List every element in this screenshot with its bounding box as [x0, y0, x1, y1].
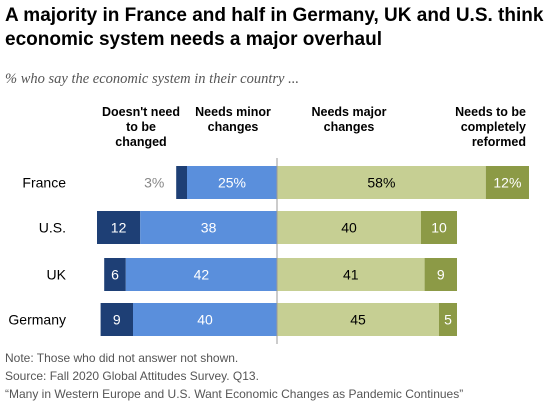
- bar-reformed-u-s: [421, 211, 457, 244]
- value-label-major-u-s: 40: [341, 220, 357, 236]
- category-label-germany: Germany: [8, 312, 66, 328]
- bar-no-change-germany: [100, 303, 133, 336]
- value-label-major-france: 58%: [367, 175, 395, 191]
- value-label-reformed-u-s: 10: [431, 220, 447, 236]
- bar-minor-u-s: [140, 211, 277, 244]
- bar-major-germany: [277, 303, 439, 336]
- column-header-reformed: Needs to be completely reformed: [455, 105, 526, 149]
- source-text: Source: Fall 2020 Global Attitudes Surve…: [5, 369, 259, 383]
- value-label-no-change-uk: 6: [111, 267, 119, 283]
- value-label-major-uk: 41: [343, 267, 359, 283]
- note-text: Note: Those who did not answer not shown…: [5, 351, 239, 365]
- chart-subtitle: % who say the economic system in their c…: [5, 71, 299, 87]
- report-title-text: “Many in Western Europe and U.S. Want Ec…: [5, 387, 464, 401]
- bar-reformed-germany: [439, 303, 457, 336]
- bar-minor-france: [187, 166, 277, 199]
- value-label-reformed-france: 12%: [493, 175, 521, 191]
- bar-minor-uk: [125, 258, 277, 291]
- category-label-uk: UK: [47, 267, 67, 283]
- bar-major-france: [277, 166, 486, 199]
- category-label-france: France: [22, 175, 66, 191]
- column-header-minor: Needs minor changes: [195, 105, 271, 134]
- bar-no-change-u-s: [97, 211, 141, 244]
- value-label-no-change-u-s: 12: [111, 220, 127, 236]
- value-label-no-change-france: 3%: [144, 175, 164, 191]
- column-header-major: Needs major changes: [311, 105, 387, 134]
- value-label-reformed-germany: 5: [444, 312, 452, 328]
- value-label-major-germany: 45: [350, 312, 366, 328]
- bar-no-change-france: [176, 166, 187, 199]
- value-label-minor-uk: 42: [194, 267, 210, 283]
- category-label-u-s: U.S.: [39, 220, 66, 236]
- chart-notes: Note: Those who did not answer not shown…: [5, 349, 545, 403]
- column-header-no-change: Doesn't need to be changed: [102, 105, 180, 149]
- bar-major-uk: [277, 258, 425, 291]
- value-label-reformed-uk: 9: [437, 267, 445, 283]
- bar-minor-germany: [133, 303, 277, 336]
- value-label-no-change-germany: 9: [113, 312, 121, 328]
- bar-reformed-france: [485, 166, 529, 199]
- value-label-minor-u-s: 38: [201, 220, 217, 236]
- chart-title: A majority in France and half in Germany…: [5, 5, 544, 50]
- bar-no-change-uk: [104, 258, 126, 291]
- bar-major-u-s: [277, 211, 421, 244]
- bar-reformed-uk: [424, 258, 457, 291]
- value-label-minor-france: 25%: [218, 175, 246, 191]
- value-label-minor-germany: 40: [197, 312, 213, 328]
